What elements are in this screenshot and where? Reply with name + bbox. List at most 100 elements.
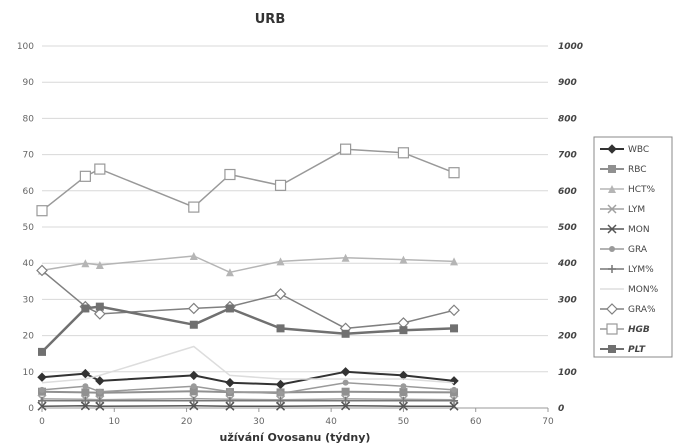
series-9 xyxy=(36,143,460,217)
data-point xyxy=(342,379,349,386)
x-tick-label: 30 xyxy=(253,417,265,427)
legend-entry: HGB xyxy=(600,323,650,335)
series-10 xyxy=(38,302,459,356)
data-point xyxy=(608,185,616,193)
data-point xyxy=(225,268,234,277)
data-point xyxy=(81,304,90,313)
data-point xyxy=(95,401,105,411)
data-point xyxy=(189,396,198,405)
y2-tick-label: 400 xyxy=(557,259,577,269)
legend-label: MON% xyxy=(628,285,659,295)
legend-entry: MON xyxy=(600,224,650,235)
series-group xyxy=(36,143,460,411)
x-tick-label: 50 xyxy=(398,417,410,427)
data-point xyxy=(274,179,287,191)
y2-tick-label: 800 xyxy=(558,114,577,124)
data-point xyxy=(94,163,106,175)
legend-box xyxy=(593,136,673,358)
y2-tick-label: 300 xyxy=(558,295,577,305)
series-2 xyxy=(38,251,459,277)
data-point xyxy=(341,253,350,262)
y-tick-label: 0 xyxy=(28,404,34,414)
data-point xyxy=(608,345,616,353)
data-point xyxy=(398,401,408,411)
legend-entry: PLT xyxy=(600,345,646,355)
legend-label: WBC xyxy=(628,145,649,155)
y-tick-label: 40 xyxy=(23,259,35,269)
legend-label: HCT% xyxy=(628,185,656,195)
data-point xyxy=(606,303,618,315)
y2-tick-label: 600 xyxy=(558,187,577,197)
data-point xyxy=(96,388,103,395)
data-point xyxy=(340,367,351,377)
x-tick-label: 20 xyxy=(181,417,193,427)
data-point xyxy=(188,201,200,213)
data-point xyxy=(450,396,459,405)
series-5 xyxy=(39,379,458,397)
legend-entry: LYM% xyxy=(600,265,654,275)
x-tick-label: 70 xyxy=(542,417,554,427)
data-point xyxy=(226,388,233,395)
data-point xyxy=(189,370,199,381)
data-point xyxy=(608,165,616,173)
y2-tick-label: 900 xyxy=(558,78,577,88)
data-point xyxy=(341,387,350,396)
data-point xyxy=(341,329,350,338)
data-point xyxy=(189,387,198,396)
x-tick-label: 40 xyxy=(325,417,337,427)
data-point xyxy=(79,170,91,182)
data-point xyxy=(451,386,458,393)
data-point xyxy=(93,308,106,320)
data-point xyxy=(95,302,104,311)
series-0 xyxy=(37,367,459,390)
legend-entry: LYM xyxy=(600,204,645,215)
data-point xyxy=(400,383,407,390)
data-point xyxy=(276,324,285,333)
data-point xyxy=(609,246,615,252)
legend-label: LYM xyxy=(628,205,645,215)
legend-entry: RBC xyxy=(600,165,647,175)
axes: 0102030405060708090100010020030040050060… xyxy=(17,42,583,427)
data-point xyxy=(449,401,459,411)
data-point xyxy=(399,396,408,405)
legend: WBC RBC HCT% LYM MON GRA LYM% MON% GRA% HGB PLT xyxy=(593,136,673,358)
data-point xyxy=(225,377,235,388)
legend-label: MON xyxy=(628,225,650,235)
data-point xyxy=(81,388,90,397)
data-point xyxy=(607,144,617,154)
series-line xyxy=(41,345,455,384)
legend-label: PLT xyxy=(628,345,646,355)
data-point xyxy=(276,396,285,405)
y2-tick-label: 700 xyxy=(558,151,577,161)
data-point xyxy=(340,143,352,155)
data-point xyxy=(82,383,89,390)
data-point xyxy=(225,304,234,313)
data-point xyxy=(95,396,104,405)
legend-entry: GRA xyxy=(600,245,648,255)
y-tick-label: 70 xyxy=(23,151,35,161)
data-point xyxy=(341,396,350,405)
series-7 xyxy=(41,345,455,384)
data-point xyxy=(80,401,90,411)
x-tick-label: 10 xyxy=(109,417,121,427)
legend-entry: MON% xyxy=(600,285,659,295)
series-6 xyxy=(38,396,459,405)
data-point xyxy=(276,401,286,411)
y-tick-label: 50 xyxy=(23,223,35,233)
y-tick-label: 90 xyxy=(23,78,35,88)
data-point xyxy=(277,390,284,397)
data-point xyxy=(224,168,236,181)
data-point xyxy=(448,304,460,317)
data-point xyxy=(38,347,46,356)
legend-label: LYM% xyxy=(628,265,654,275)
data-point xyxy=(274,288,287,300)
chart-title: URB xyxy=(255,12,285,27)
data-point xyxy=(37,401,47,411)
data-point xyxy=(225,401,235,411)
data-point xyxy=(39,386,45,393)
y-tick-label: 20 xyxy=(23,332,35,342)
data-point xyxy=(36,205,48,217)
legend-entry: WBC xyxy=(600,144,649,155)
